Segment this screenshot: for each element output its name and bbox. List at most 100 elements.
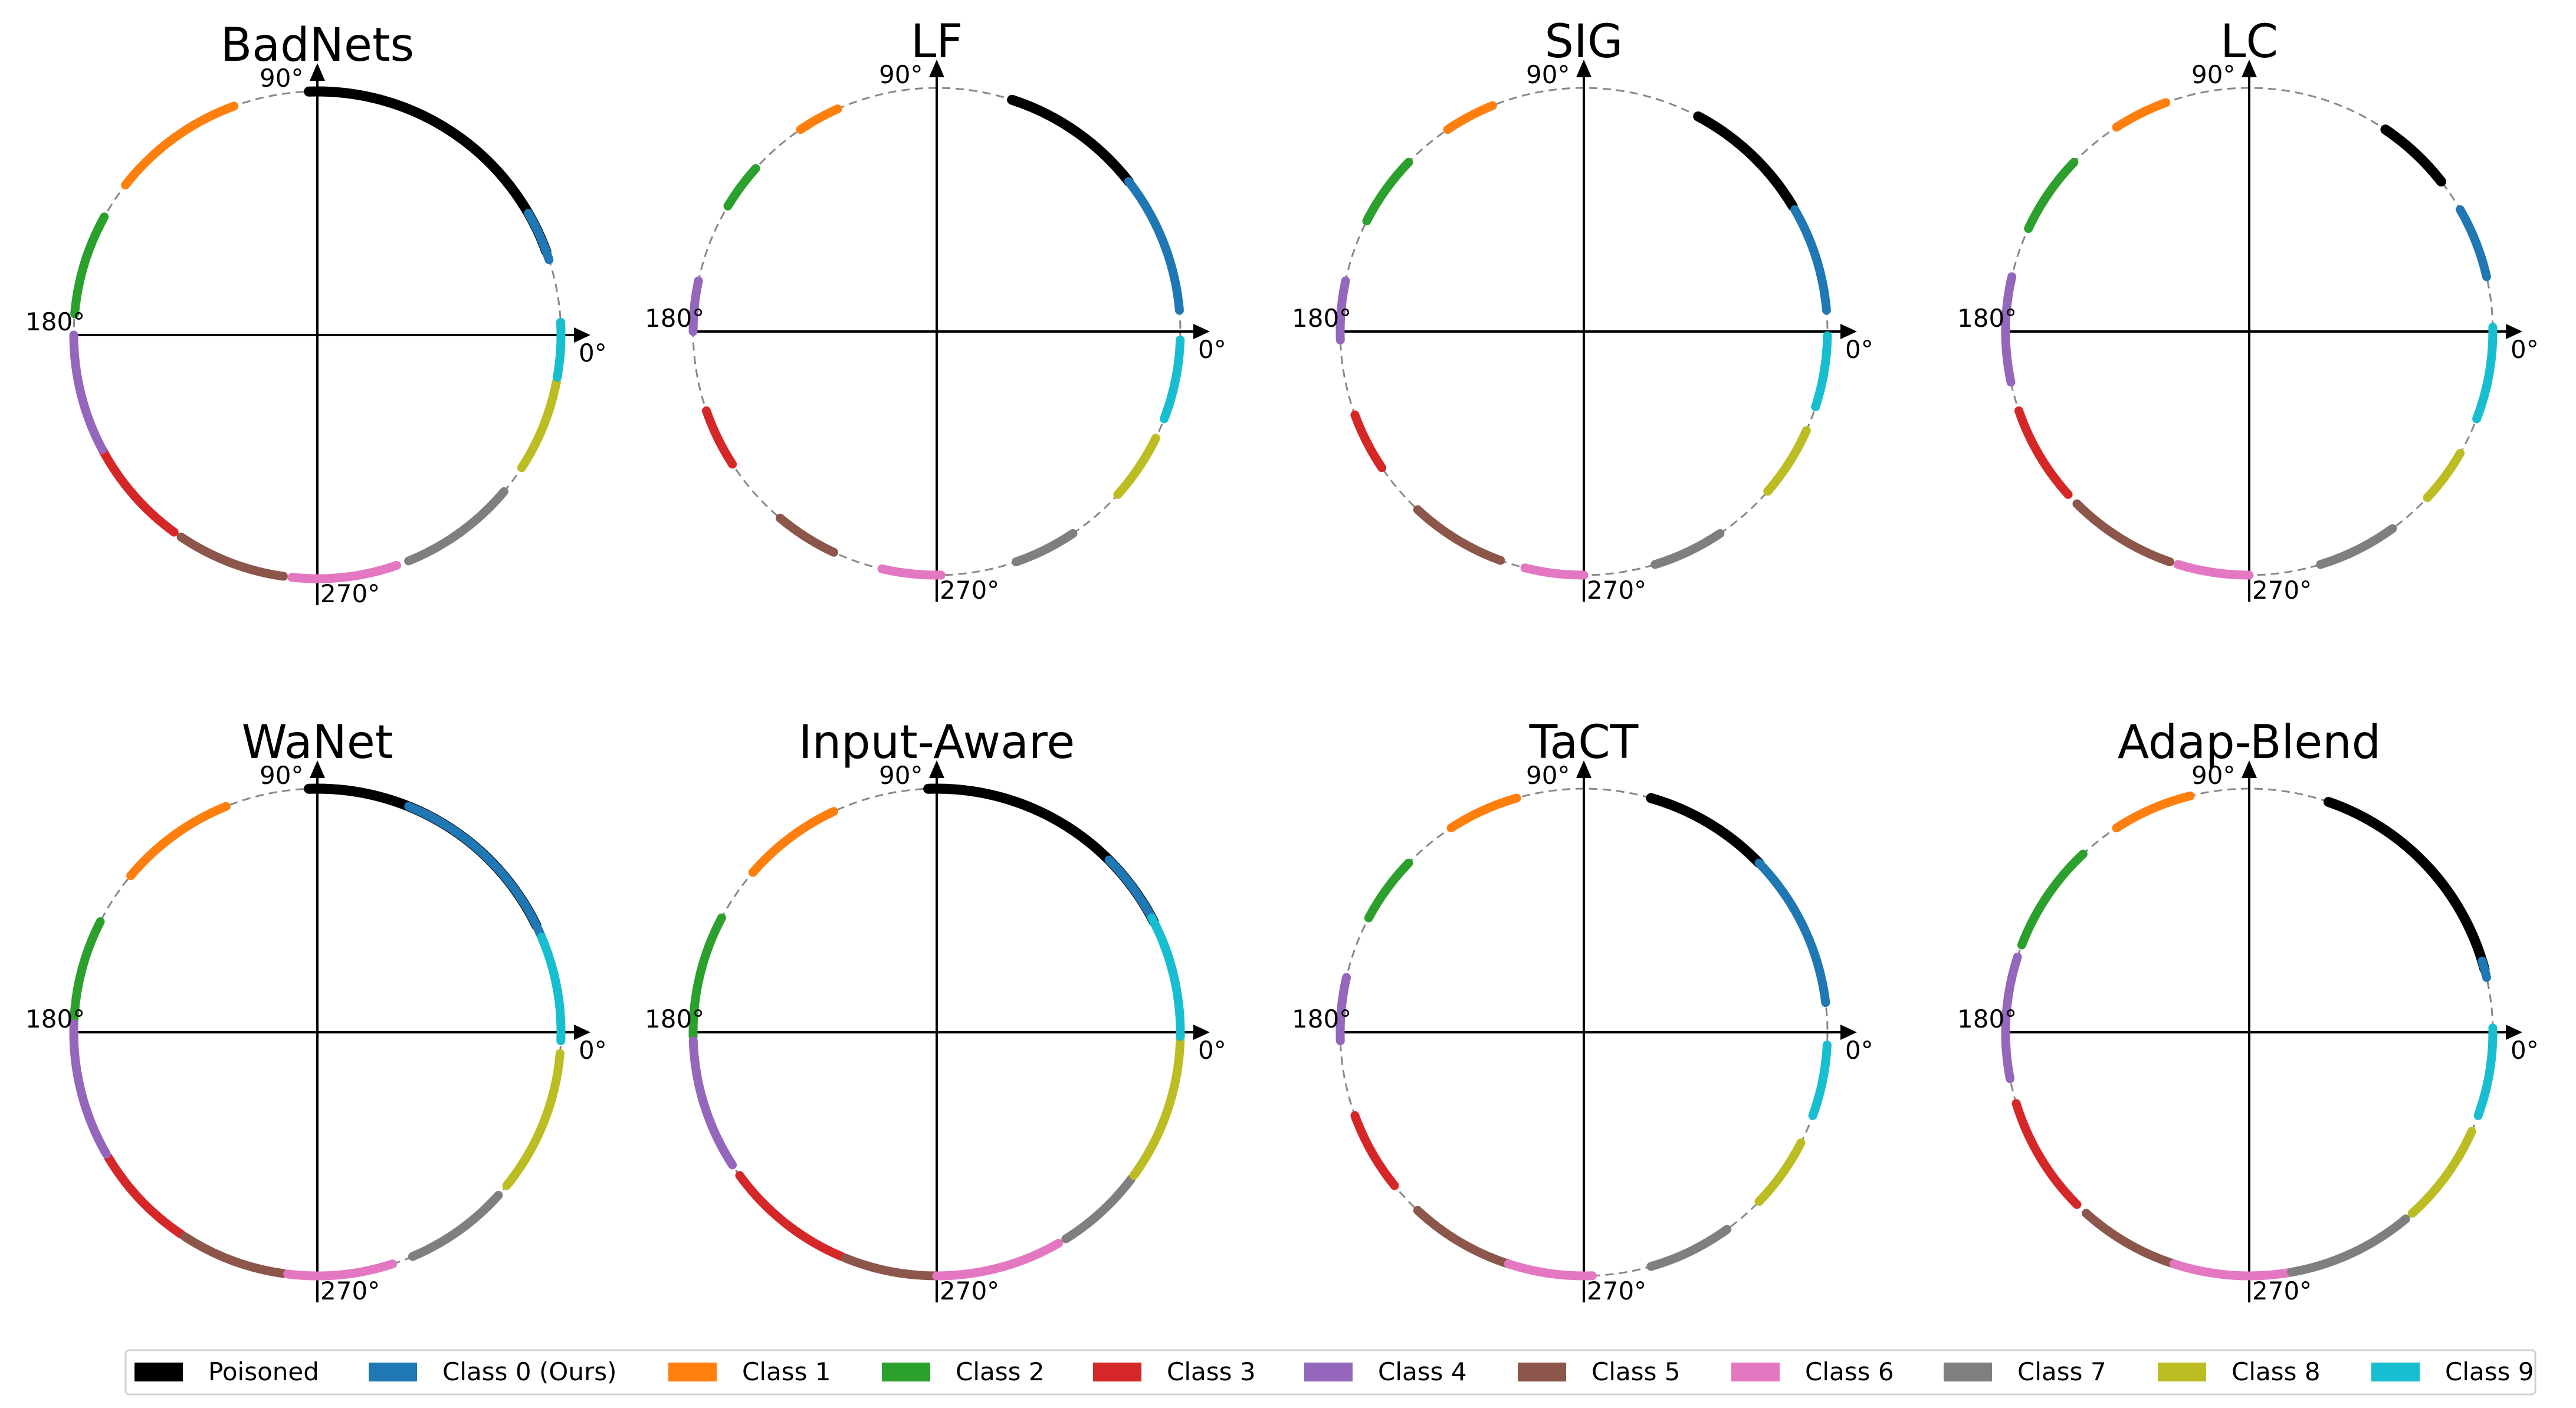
arc-class-2	[70, 212, 109, 319]
x-axis-arrow	[1193, 324, 1210, 339]
legend-label-poisoned: Poisoned	[208, 1357, 319, 1386]
label-270: 270°	[320, 579, 380, 608]
legend-swatch-class-1	[668, 1363, 717, 1381]
arc-class-1	[1446, 793, 1521, 833]
arc-class-7	[408, 1190, 503, 1261]
label-0: 0°	[579, 339, 607, 367]
arc-class-0-ours	[1790, 205, 1831, 315]
arc-class-6	[932, 1239, 1063, 1281]
label-90: 90°	[1526, 761, 1570, 790]
arc-poisoned	[923, 783, 1159, 927]
arc-class-5	[776, 513, 838, 557]
legend-swatch-class-6	[1731, 1363, 1780, 1381]
y-axis-arrow	[929, 60, 944, 77]
arc-class-6	[283, 1259, 398, 1281]
arc-class-2	[688, 913, 726, 1041]
legend-swatch-class-0-ours	[369, 1363, 417, 1381]
label-0: 0°	[1845, 1036, 1873, 1065]
arc-class-7	[2287, 1214, 2410, 1277]
label-270: 270°	[2252, 576, 2312, 605]
arc-class-3	[2011, 1099, 2082, 1209]
y-axis-arrow	[2242, 60, 2257, 77]
arc-class-3	[104, 1153, 186, 1239]
label-90: 90°	[879, 761, 923, 790]
label-180: 180°	[645, 1005, 704, 1033]
label-180: 180°	[1292, 304, 1351, 333]
arc-class-6	[877, 564, 946, 580]
arc-class-1	[796, 104, 842, 134]
arc-class-0-ours	[2477, 956, 2491, 982]
y-axis-arrow	[310, 63, 325, 81]
arc-class-8	[1113, 434, 1160, 499]
arc-class-9	[553, 317, 566, 382]
x-axis-arrow	[2506, 324, 2522, 339]
panel-title: TaCT	[1529, 716, 1639, 769]
y-axis-arrow	[1576, 60, 1591, 77]
label-180: 180°	[1957, 304, 2017, 333]
arc-class-9	[1160, 335, 1185, 424]
label-90: 90°	[2191, 761, 2235, 790]
arc-class-9	[2473, 1023, 2498, 1120]
arc-class-7	[404, 487, 508, 566]
arc-class-7	[1061, 1174, 1136, 1243]
arc-class-4	[2001, 272, 2017, 387]
arc-class-4	[688, 276, 703, 336]
arc-class-3	[1350, 410, 1387, 472]
arc-class-2	[2024, 157, 2079, 233]
label-0: 0°	[2511, 1036, 2539, 1065]
arc-class-0-ours	[404, 802, 550, 950]
label-270: 270°	[2252, 1276, 2312, 1305]
legend-swatch-class-9	[2371, 1363, 2420, 1381]
arc-class-8	[517, 377, 561, 472]
y-axis-arrow	[1576, 760, 1591, 778]
arc-class-1	[2112, 791, 2195, 833]
legend-label-class-1: Class 1	[742, 1357, 831, 1386]
arc-class-2	[2017, 849, 2088, 950]
arc-class-1	[121, 101, 239, 190]
arc-class-0-ours	[1754, 858, 1830, 1007]
label-0: 0°	[1845, 335, 1873, 364]
arc-class-4	[1335, 973, 1351, 1045]
legend-label-class-0-ours: Class 0 (Ours)	[442, 1357, 617, 1386]
label-90: 90°	[1526, 60, 1570, 89]
y-axis-arrow	[2242, 760, 2257, 778]
legend-label-class-8: Class 8	[2232, 1357, 2321, 1386]
arc-class-9	[1147, 913, 1185, 1041]
label-270: 270°	[940, 576, 999, 605]
x-axis-arrow	[1193, 1025, 1210, 1040]
arc-class-5	[841, 1253, 946, 1281]
arc-class-3	[735, 1171, 846, 1261]
arc-class-8	[1754, 1138, 1806, 1206]
arc-class-1	[748, 807, 838, 877]
arc-class-0-ours	[2456, 205, 2491, 281]
arc-class-8	[1763, 426, 1811, 496]
arc-poisoned	[1646, 793, 1764, 868]
arc-class-0-ours	[524, 209, 554, 264]
label-270: 270°	[940, 1276, 999, 1305]
label-180: 180°	[25, 307, 85, 336]
label-270: 270°	[1587, 1276, 1646, 1305]
legend-swatch-class-3	[1093, 1363, 1141, 1381]
label-270: 270°	[320, 1276, 380, 1305]
arc-class-6	[287, 560, 401, 583]
arc-class-3	[97, 445, 179, 537]
x-axis-arrow	[1840, 324, 1857, 339]
legend-swatch-class-4	[1304, 1363, 1353, 1381]
legend-swatch-class-2	[882, 1363, 930, 1381]
x-axis-arrow	[1840, 1025, 1857, 1040]
arc-class-2	[70, 917, 105, 1024]
arc-poisoned	[2323, 797, 2490, 974]
arc-class-6	[2169, 1259, 2296, 1281]
arc-class-7	[1646, 1225, 1732, 1271]
label-0: 0°	[2511, 335, 2539, 364]
legend: Poisoned Class 0 (Ours) Class 1 Class 2 Clas…	[124, 1349, 2536, 1396]
arc-class-4	[688, 1036, 737, 1170]
arc-poisoned	[2380, 124, 2446, 187]
arc-class-5	[176, 532, 288, 581]
legend-label-class-7: Class 7	[2017, 1357, 2106, 1386]
arc-class-4	[69, 1019, 111, 1158]
